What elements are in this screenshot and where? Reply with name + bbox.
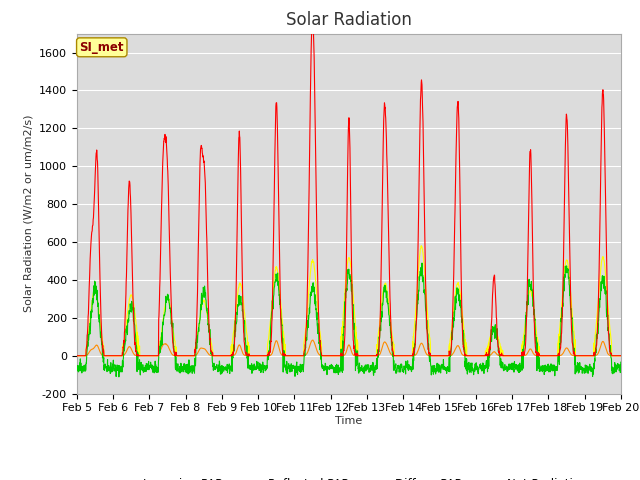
Y-axis label: Solar Radiation (W/m2 or um/m2/s): Solar Radiation (W/m2 or um/m2/s): [24, 115, 33, 312]
Title: Solar Radiation: Solar Radiation: [286, 11, 412, 29]
X-axis label: Time: Time: [335, 416, 362, 426]
Legend: Incoming PAR, Reflected PAR, Diffuse PAR, Net Radiation: Incoming PAR, Reflected PAR, Diffuse PAR…: [105, 473, 593, 480]
Text: SI_met: SI_met: [79, 41, 124, 54]
